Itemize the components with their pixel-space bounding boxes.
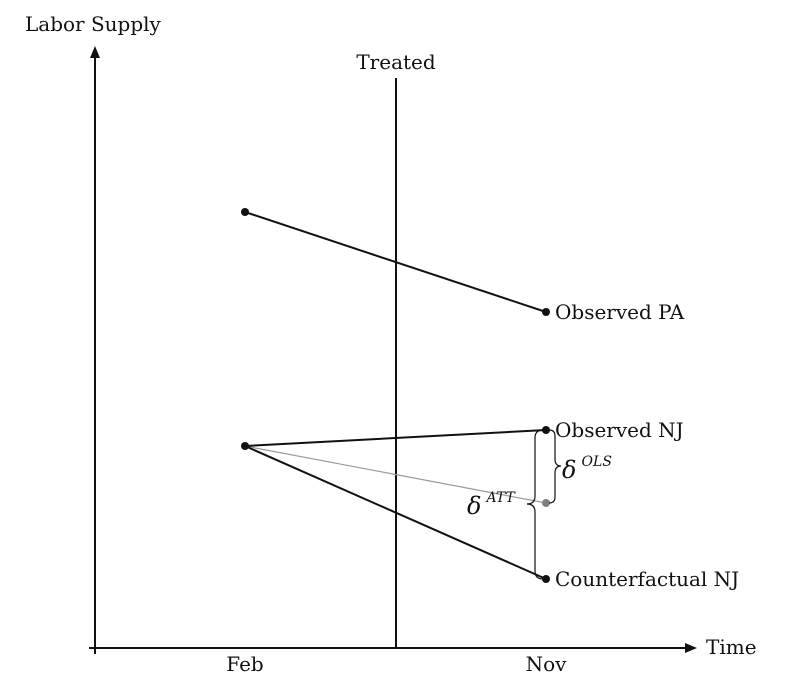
y-axis-label: Labor Supply [25,12,162,36]
counterfactual-nj-line [244,445,547,580]
observed-pa-start-point [241,208,249,216]
y-axis-arrow [90,46,100,58]
observed-pa-label: Observed PA [555,300,685,324]
delta-ols-label: δ OLS [562,454,612,484]
axes [89,46,697,654]
x-axis-label: Time [706,635,757,659]
x-tick-label-nov: Nov [526,652,568,676]
treatment-label: Treated [356,50,436,74]
x-tick-label-feb: Feb [226,652,263,676]
observed-nj-label: Observed NJ [555,418,684,442]
counterfactual-nj-end-point [542,575,550,583]
parallel-trend-line [244,445,547,504]
x-axis-arrow [685,643,697,653]
delta-att-brace [526,429,544,580]
delta-att-label: δ ATT [467,490,516,520]
observed-nj-line [244,429,547,447]
observed-pa-line [244,211,547,313]
delta-ols-brace [548,429,562,504]
counterfactual-nj-label: Counterfactual NJ [555,567,739,591]
nj-start-point [241,442,249,450]
parallel-trend-end-point [542,499,550,507]
observed-nj-end-point [542,426,550,434]
observed-pa-end-point [542,308,550,316]
